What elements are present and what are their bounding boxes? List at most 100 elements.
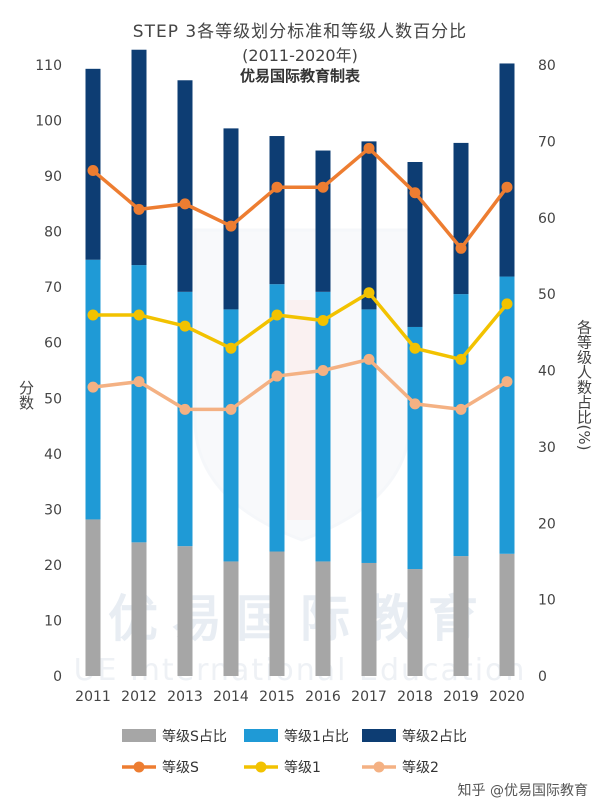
point-等级1-2019 bbox=[455, 353, 467, 365]
point-等级S-2017 bbox=[363, 142, 375, 154]
bar-等级1占比-2018 bbox=[407, 326, 423, 570]
line-等级1 bbox=[93, 290, 509, 362]
point-等级1-2018 bbox=[409, 342, 421, 354]
bar-等级S占比-2014 bbox=[223, 561, 239, 676]
point-等级2-2014 bbox=[225, 403, 237, 415]
point-等级S-2012 bbox=[133, 203, 145, 215]
point-等级S-2013 bbox=[179, 198, 191, 210]
point-等级2-2020 bbox=[501, 376, 513, 388]
point-等级2-2015 bbox=[271, 370, 283, 382]
point-等级2-2019 bbox=[455, 403, 467, 415]
legend-swatch-等级S占比 bbox=[122, 729, 156, 742]
bar-等级1占比-2014 bbox=[223, 309, 239, 562]
y-left-tick-11: 110 bbox=[35, 58, 62, 74]
y-left-tick-8: 80 bbox=[44, 225, 62, 241]
legend-swatch-等级1占比 bbox=[244, 729, 278, 742]
y-right-tick-2: 20 bbox=[538, 516, 556, 532]
bar-等级2占比-2018 bbox=[407, 161, 423, 327]
bar-等级S占比-2017 bbox=[361, 562, 377, 676]
point-等级S-2014 bbox=[225, 220, 237, 232]
legend-swatch-等级2占比 bbox=[362, 729, 396, 742]
legend-marker-等级S bbox=[133, 761, 145, 773]
point-等级1-2015 bbox=[271, 309, 283, 321]
y-right-tick-5: 50 bbox=[538, 287, 556, 303]
y-left-tick-1: 10 bbox=[44, 613, 62, 629]
bar-等级2占比-2015 bbox=[269, 136, 285, 285]
bar-等级1占比-2017 bbox=[361, 309, 377, 563]
x-tick-2014: 2014 bbox=[213, 689, 249, 705]
x-tick-2018: 2018 bbox=[397, 689, 433, 705]
y-axis-right-label: 各等级人数占比(%) bbox=[575, 320, 593, 451]
bar-等级S占比-2020 bbox=[499, 553, 515, 676]
point-等级S-2015 bbox=[271, 181, 283, 193]
bar-等级2占比-2013 bbox=[177, 80, 193, 292]
point-等级S-2019 bbox=[455, 242, 467, 254]
point-等级2-2017 bbox=[363, 353, 375, 365]
bar-等级2占比-2016 bbox=[315, 150, 331, 292]
bar-等级2占比-2017 bbox=[361, 141, 377, 310]
bar-等级1占比-2020 bbox=[499, 276, 515, 554]
lines bbox=[87, 142, 513, 415]
chart-title: STEP 3各等级划分标准和等级人数百分比 bbox=[133, 22, 467, 42]
legend-marker-等级2 bbox=[373, 761, 385, 773]
y-left-tick-5: 50 bbox=[44, 391, 62, 407]
point-等级S-2016 bbox=[317, 181, 329, 193]
y-right-tick-0: 0 bbox=[538, 669, 547, 685]
line-等级S bbox=[91, 146, 509, 251]
bar-等级1占比-2019 bbox=[453, 294, 469, 557]
watermark-cn: 优易国际教育 bbox=[108, 590, 492, 648]
bar-等级S占比-2015 bbox=[269, 551, 285, 676]
point-等级S-2018 bbox=[409, 187, 421, 199]
x-tick-2013: 2013 bbox=[167, 689, 203, 705]
bar-等级1占比-2012 bbox=[131, 265, 147, 543]
x-tick-2017: 2017 bbox=[351, 689, 387, 705]
x-axis-ticks: 2011 2012 2013 2014 2015 2016 2017 2018 2019 2020 bbox=[75, 689, 525, 705]
y-right-tick-8: 80 bbox=[538, 58, 556, 74]
chart-credit: 优易国际教育制表 bbox=[240, 67, 361, 85]
bar-等级S占比-2013 bbox=[177, 546, 193, 676]
bar-等级2占比-2014 bbox=[223, 128, 239, 310]
point-等级1-2013 bbox=[179, 320, 191, 332]
bar-等级S占比-2018 bbox=[407, 569, 423, 676]
watermark-shield-icon bbox=[193, 228, 412, 542]
footer-source: 知乎 @优易国际教育 bbox=[458, 782, 588, 799]
legend-label-等级S占比: 等级S占比 bbox=[162, 728, 227, 745]
bar-等级1占比-2016 bbox=[315, 291, 331, 562]
watermark-en: UE International Education bbox=[74, 653, 527, 688]
line-等级2 bbox=[92, 357, 508, 412]
legend-label-等级1: 等级1 bbox=[284, 759, 321, 776]
point-等级S-2020 bbox=[501, 181, 513, 193]
x-tick-2011: 2011 bbox=[75, 689, 111, 705]
bar-等级2占比-2011 bbox=[85, 68, 101, 260]
bar-等级S占比-2011 bbox=[85, 519, 101, 676]
x-tick-2016: 2016 bbox=[305, 689, 341, 705]
point-等级1-2014 bbox=[225, 342, 237, 354]
point-等级2-2018 bbox=[409, 398, 421, 410]
x-tick-2020: 2020 bbox=[489, 689, 525, 705]
bar-等级S占比-2019 bbox=[453, 556, 469, 676]
x-tick-2019: 2019 bbox=[443, 689, 479, 705]
point-等级1-2020 bbox=[501, 298, 513, 310]
point-等级2-2012 bbox=[133, 376, 145, 388]
y-right-tick-7: 70 bbox=[538, 134, 556, 150]
bar-等级2占比-2012 bbox=[131, 49, 147, 266]
point-等级2-2013 bbox=[179, 403, 191, 415]
y-left-tick-6: 60 bbox=[44, 336, 62, 352]
legend-marker-等级1 bbox=[255, 761, 267, 773]
axes: 0 10 20 30 40 50 60 70 80 90 100 110 0 10 20 30 40 50 60 70… bbox=[35, 58, 556, 685]
legend-label-等级1占比: 等级1占比 bbox=[284, 728, 349, 745]
y-axis-left-label: 分数 bbox=[17, 380, 35, 410]
bar-等级S占比-2012 bbox=[131, 542, 147, 676]
point-等级1-2011 bbox=[87, 309, 99, 321]
point-等级1-2012 bbox=[133, 309, 145, 321]
y-right-tick-4: 40 bbox=[538, 364, 556, 380]
y-right-tick-1: 10 bbox=[538, 593, 556, 609]
x-tick-2015: 2015 bbox=[259, 689, 295, 705]
legend-label-等级2占比: 等级2占比 bbox=[402, 728, 467, 745]
point-等级1-2017 bbox=[363, 287, 375, 299]
bar-等级1占比-2015 bbox=[269, 284, 285, 552]
y-left-tick-7: 70 bbox=[44, 280, 62, 296]
point-等级S-2011 bbox=[87, 165, 99, 177]
